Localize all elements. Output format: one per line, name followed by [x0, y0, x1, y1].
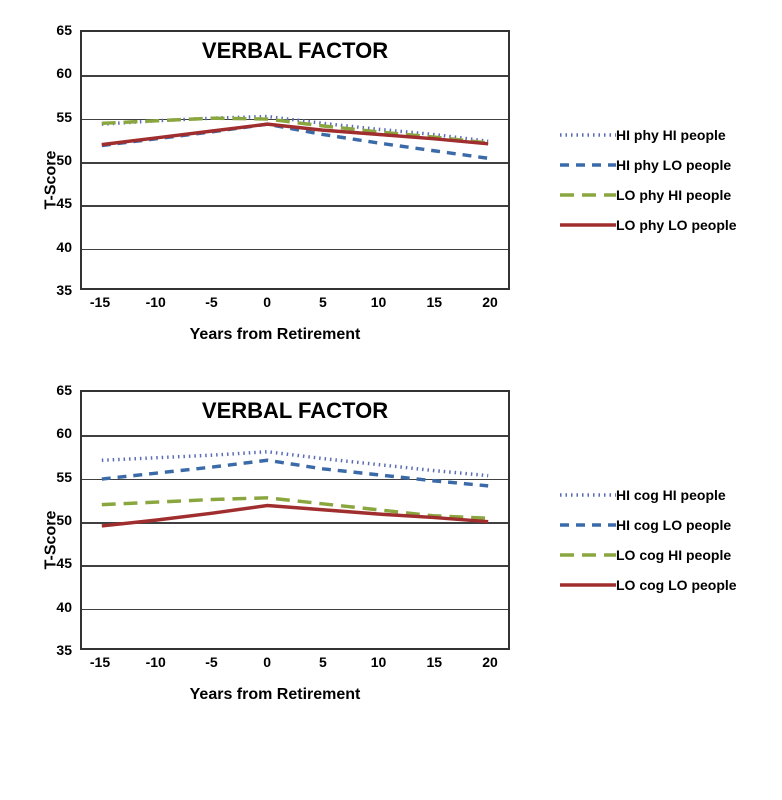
legend-label: LO phy LO people	[616, 217, 737, 233]
y-tick: 55	[56, 109, 72, 125]
y-ticks: 35404550556065	[46, 390, 76, 650]
x-tick: -15	[90, 294, 110, 310]
legend-item: LO cog LO people	[560, 577, 760, 593]
x-ticks: -15 -10 -5 0 5 10 15 20	[80, 294, 510, 314]
y-tick: 35	[56, 642, 72, 658]
y-tick: 55	[56, 469, 72, 485]
legend-swatch	[560, 488, 616, 502]
chart-block-1: VERBAL FACTORT-ScoreYears from Retiremen…	[10, 370, 772, 710]
series-line	[102, 124, 488, 144]
x-tick: -5	[205, 294, 217, 310]
y-tick: 50	[56, 152, 72, 168]
x-tick: 5	[319, 294, 327, 310]
legend-swatch	[560, 218, 616, 232]
x-tick: -10	[146, 294, 166, 310]
legend: HI cog HI people HI cog LO people LO cog H…	[540, 473, 760, 607]
x-tick: 5	[319, 654, 327, 670]
legend-item: LO cog HI people	[560, 547, 760, 563]
legend-swatch	[560, 518, 616, 532]
chart-area: VERBAL FACTORT-ScoreYears from Retiremen…	[10, 10, 540, 350]
legend-label: HI phy LO people	[616, 157, 731, 173]
y-tick: 45	[56, 555, 72, 571]
plot-region: VERBAL FACTOR	[80, 390, 510, 650]
x-tick: -10	[146, 654, 166, 670]
series-line	[102, 124, 488, 158]
y-tick: 65	[56, 22, 72, 38]
legend-label: LO cog LO people	[616, 577, 737, 593]
x-tick: 15	[426, 654, 442, 670]
plot-region: VERBAL FACTOR	[80, 30, 510, 290]
x-ticks: -15 -10 -5 0 5 10 15 20	[80, 654, 510, 674]
legend-item: HI cog HI people	[560, 487, 760, 503]
y-ticks: 35404550556065	[46, 30, 76, 290]
legend-swatch	[560, 578, 616, 592]
y-tick: 60	[56, 425, 72, 441]
series-line	[102, 505, 488, 525]
legend-label: LO phy HI people	[616, 187, 731, 203]
chart-area: VERBAL FACTORT-ScoreYears from Retiremen…	[10, 370, 540, 710]
x-tick: -5	[205, 654, 217, 670]
x-tick: 10	[371, 654, 387, 670]
legend-label: HI phy HI people	[616, 127, 726, 143]
x-tick: 10	[371, 294, 387, 310]
y-tick: 40	[56, 599, 72, 615]
legend-item: HI phy HI people	[560, 127, 760, 143]
legend-swatch	[560, 548, 616, 562]
x-tick: 0	[263, 294, 271, 310]
x-tick: 15	[426, 294, 442, 310]
legend-swatch	[560, 128, 616, 142]
legend-item: LO phy HI people	[560, 187, 760, 203]
y-tick: 45	[56, 195, 72, 211]
legend-swatch	[560, 158, 616, 172]
y-tick: 35	[56, 282, 72, 298]
chart-block-0: VERBAL FACTORT-ScoreYears from Retiremen…	[10, 10, 772, 350]
y-tick: 50	[56, 512, 72, 528]
chart-lines-svg	[82, 32, 508, 288]
y-tick: 65	[56, 382, 72, 398]
legend-item: HI phy LO people	[560, 157, 760, 173]
x-tick: 20	[482, 654, 498, 670]
legend: HI phy HI people HI phy LO people LO phy H…	[540, 113, 760, 247]
chart-lines-svg	[82, 392, 508, 648]
x-tick: -15	[90, 654, 110, 670]
x-axis-label: Years from Retirement	[190, 326, 361, 344]
x-tick: 0	[263, 654, 271, 670]
legend-item: HI cog LO people	[560, 517, 760, 533]
x-tick: 20	[482, 294, 498, 310]
legend-label: HI cog HI people	[616, 487, 726, 503]
legend-label: HI cog LO people	[616, 517, 731, 533]
series-line	[102, 460, 488, 486]
legend-swatch	[560, 188, 616, 202]
legend-item: LO phy LO people	[560, 217, 760, 233]
x-axis-label: Years from Retirement	[190, 686, 361, 704]
legend-label: LO cog HI people	[616, 547, 731, 563]
y-tick: 60	[56, 65, 72, 81]
y-tick: 40	[56, 239, 72, 255]
